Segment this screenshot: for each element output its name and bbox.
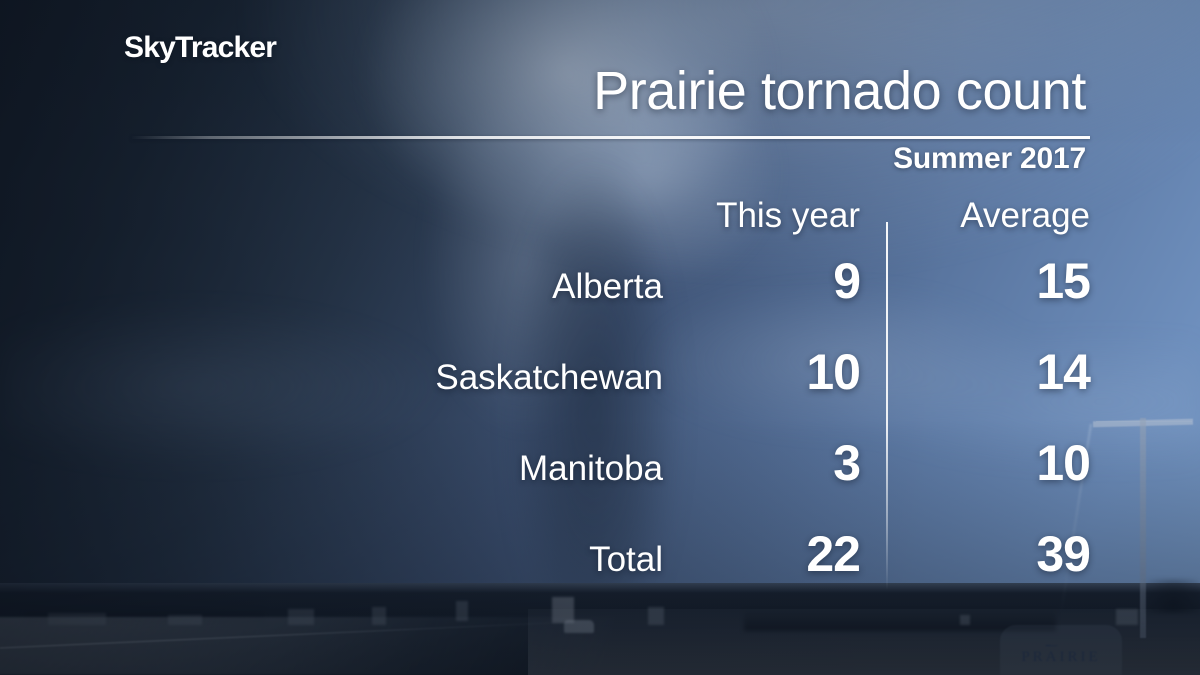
value-this-year: 3 [833, 435, 861, 491]
value-average: 10 [1036, 435, 1091, 491]
skytracker-logo: SkyTracker [124, 31, 277, 64]
value-this-year: 10 [806, 344, 861, 400]
value-average: 14 [1036, 344, 1091, 400]
column-header-this-year: This year [716, 196, 860, 235]
title-divider [132, 136, 1090, 139]
row-label: Total [589, 540, 663, 579]
value-average: 39 [1036, 526, 1091, 582]
table-row-total: Total 22 39 [300, 525, 1091, 616]
value-average: 15 [1036, 253, 1091, 309]
row-label: Alberta [552, 267, 663, 306]
page-subtitle: Summer 2017 [893, 142, 1086, 175]
table-row-alberta: Alberta 9 15 [300, 252, 1091, 343]
column-header-average: Average [960, 196, 1090, 235]
tornado-count-table: This year Average Alberta 9 15 Saskatche… [300, 196, 1091, 616]
page-title: Prairie tornado count [593, 61, 1086, 121]
value-this-year: 22 [806, 526, 861, 582]
column-divider [886, 222, 888, 590]
table-row-saskatchewan: Saskatchewan 10 14 [300, 343, 1091, 434]
row-label: Manitoba [519, 449, 663, 488]
table-header-row: This year Average [300, 196, 1090, 252]
table-row-manitoba: Manitoba 3 10 [300, 434, 1091, 525]
row-label: Saskatchewan [435, 358, 663, 397]
value-this-year: 9 [833, 253, 861, 309]
